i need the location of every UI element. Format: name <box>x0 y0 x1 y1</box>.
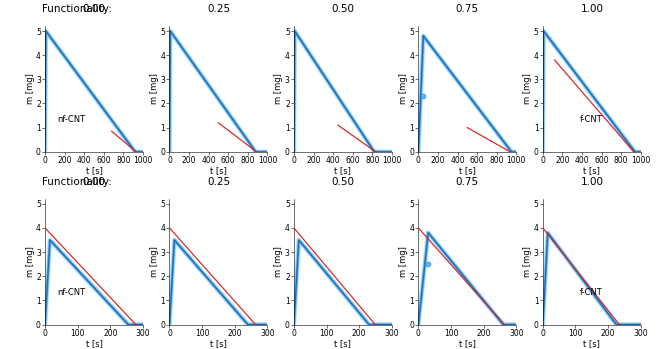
Y-axis label: m [mg]: m [mg] <box>26 74 34 104</box>
Text: 0.00: 0.00 <box>83 177 105 187</box>
Text: 0.25: 0.25 <box>207 4 230 14</box>
Y-axis label: m [mg]: m [mg] <box>399 74 408 104</box>
Y-axis label: m [mg]: m [mg] <box>524 246 532 277</box>
Text: 0.50: 0.50 <box>332 4 354 14</box>
X-axis label: t [s]: t [s] <box>85 339 103 348</box>
Text: Functionality:: Functionality: <box>42 4 112 14</box>
Text: f-CNT: f-CNT <box>580 288 603 297</box>
X-axis label: t [s]: t [s] <box>210 166 227 175</box>
X-axis label: t [s]: t [s] <box>85 166 103 175</box>
Text: 0.00: 0.00 <box>83 4 105 14</box>
Text: f-CNT: f-CNT <box>580 115 603 124</box>
Text: Functionality:: Functionality: <box>42 177 112 187</box>
X-axis label: t [s]: t [s] <box>334 339 352 348</box>
X-axis label: t [s]: t [s] <box>583 339 600 348</box>
Y-axis label: m [mg]: m [mg] <box>524 74 532 104</box>
X-axis label: t [s]: t [s] <box>459 166 476 175</box>
Y-axis label: m [mg]: m [mg] <box>275 246 283 277</box>
Y-axis label: m [mg]: m [mg] <box>399 246 408 277</box>
X-axis label: t [s]: t [s] <box>459 339 476 348</box>
X-axis label: t [s]: t [s] <box>334 166 352 175</box>
X-axis label: t [s]: t [s] <box>210 339 227 348</box>
Text: 1.00: 1.00 <box>581 4 603 14</box>
Y-axis label: m [mg]: m [mg] <box>150 246 159 277</box>
Y-axis label: m [mg]: m [mg] <box>26 246 34 277</box>
Text: 0.75: 0.75 <box>456 4 479 14</box>
Text: nf-CNT: nf-CNT <box>57 288 85 297</box>
Text: 0.75: 0.75 <box>456 177 479 187</box>
Y-axis label: m [mg]: m [mg] <box>150 74 159 104</box>
Text: 0.50: 0.50 <box>332 177 354 187</box>
Text: 1.00: 1.00 <box>581 177 603 187</box>
Text: nf-CNT: nf-CNT <box>57 115 85 124</box>
Y-axis label: m [mg]: m [mg] <box>275 74 283 104</box>
X-axis label: t [s]: t [s] <box>583 166 600 175</box>
Text: 0.25: 0.25 <box>207 177 230 187</box>
